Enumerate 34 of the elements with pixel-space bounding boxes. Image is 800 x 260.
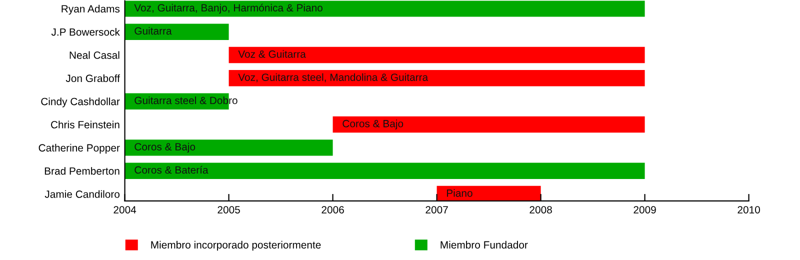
- y-tick-label: Jamie Candiloro: [44, 190, 120, 198]
- bar: [124, 162, 645, 179]
- x-tick-label: 2007: [426, 206, 448, 214]
- bar: [124, 140, 333, 156]
- x-tick-label: 2010: [738, 206, 760, 214]
- x-tick-label: 2004: [114, 206, 136, 214]
- y-tick-label: J.P Bowersock: [51, 28, 120, 36]
- legend-label: Miembro Fundador: [440, 240, 528, 249]
- data-label: Piano: [447, 189, 472, 197]
- legend-label: Miembro incorporado posteriormente: [151, 240, 321, 251]
- x-tick-label: 2008: [530, 206, 552, 214]
- x-tick-label: 2005: [218, 206, 240, 214]
- bar: [332, 116, 645, 133]
- y-tick-label: Brad Pemberton: [44, 167, 120, 175]
- bar: [228, 70, 645, 86]
- data-label: Coros & Batería: [134, 166, 208, 174]
- data-label: Voz, Guitarra, Banjo, Harmónica & Piano: [134, 4, 322, 14]
- data-label: Coros & Bajo: [134, 142, 196, 153]
- data-label: Coros & Bajo: [342, 120, 404, 130]
- y-tick-label: Jon Graboff: [66, 74, 120, 82]
- bar: [436, 186, 541, 201]
- y-tick-label: Ryan Adams: [62, 4, 120, 15]
- data-label: Voz, Guitarra steel, Mandolina & Guitarra: [238, 73, 428, 82]
- data-label: Guitarra: [134, 26, 172, 35]
- x-tick-label: 2009: [634, 206, 656, 214]
- data-label: Voz & Guitarra: [238, 50, 306, 58]
- bar: [124, 24, 229, 40]
- bar: [124, 0, 645, 17]
- x-tick-label: 2006: [322, 206, 344, 214]
- bar: [228, 46, 645, 64]
- y-tick-label: Cindy Cashdollar: [41, 98, 120, 108]
- y-tick-label: Neal Casal: [70, 51, 120, 59]
- y-tick-label: Chris Feinstein: [51, 120, 120, 128]
- y-tick-label: Catherine Popper: [38, 144, 120, 154]
